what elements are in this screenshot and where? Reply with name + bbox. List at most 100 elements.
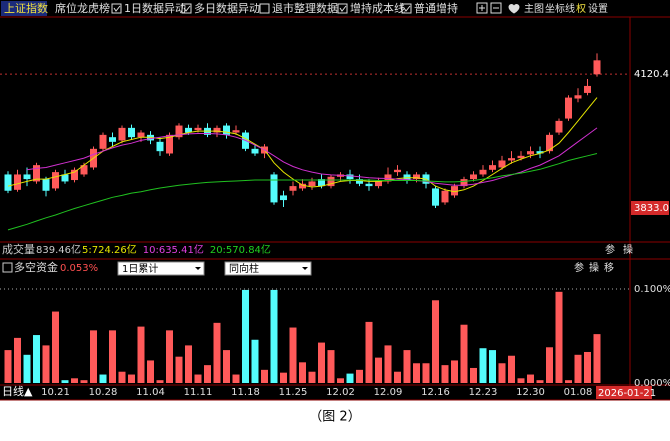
x-tick-label: 12.09 [374, 387, 403, 398]
toolbar-item[interactable]: 退市整理数据 [272, 1, 338, 15]
toolbar-button[interactable]: 权 [576, 2, 586, 15]
candle-body [413, 174, 420, 180]
candle-body [308, 181, 316, 187]
bar [299, 362, 306, 383]
favorite-icon[interactable] [508, 4, 520, 14]
zoom-in-icon[interactable] [476, 2, 488, 14]
candle-body [223, 125, 230, 135]
candle-body [451, 186, 458, 196]
bar [337, 378, 344, 383]
candle-body [394, 169, 401, 173]
bar [194, 374, 202, 383]
index-highlight [1, 1, 47, 16]
candle-body [33, 165, 40, 182]
caption: （图 2） [309, 410, 360, 425]
x-tick-label: 11.18 [231, 387, 260, 398]
candle-body [175, 125, 183, 138]
bar [517, 378, 525, 383]
candle-body [555, 120, 563, 133]
period[interactable]: 日线▲ [2, 384, 33, 398]
candle-body [137, 132, 145, 138]
toolbar-item[interactable]: 普通增持 [414, 1, 458, 15]
y-tick-label: 4120.4 [634, 69, 669, 80]
candle-body [109, 137, 116, 142]
candle-body [23, 174, 31, 180]
checkbox[interactable] [337, 3, 348, 14]
toolbar-icons [476, 2, 520, 14]
candle-body [346, 174, 354, 180]
bar [223, 350, 230, 383]
bar [346, 373, 354, 383]
x-tick-label: 12.23 [469, 387, 498, 398]
panel-icon[interactable]: 操 [623, 243, 633, 256]
candle-body [441, 190, 449, 203]
bar [432, 300, 439, 383]
bar [61, 380, 69, 383]
index-name[interactable]: 上证指数 [4, 1, 48, 15]
bar [128, 374, 135, 383]
candle-body [280, 195, 287, 201]
bar [251, 339, 259, 383]
bar [470, 367, 477, 383]
toolbar-button[interactable]: 主图 [524, 3, 544, 15]
bar [394, 371, 401, 383]
bar [498, 363, 506, 383]
cursor-date-box [596, 386, 652, 399]
panel-icon[interactable]: 参 [605, 243, 615, 256]
candle-body [71, 169, 78, 181]
volume-ma: 5:724.26亿 [82, 243, 137, 256]
plus [479, 5, 485, 11]
checkbox[interactable] [181, 3, 192, 14]
toolbar-button[interactable]: 设置 [588, 3, 608, 15]
x-tick-label: 12.02 [326, 387, 355, 398]
toolbar-button[interactable]: 坐标线 [545, 2, 575, 15]
toolbar-item[interactable]: 1日数据异动 [124, 1, 186, 15]
bar [422, 363, 430, 383]
panel-icon[interactable]: 移 [604, 261, 614, 274]
caption-area [0, 400, 670, 441]
x-tick-label: 10.28 [89, 387, 118, 398]
toolbar-item[interactable]: 席位龙虎榜 [55, 1, 110, 15]
bar [308, 371, 316, 383]
checkbox[interactable] [259, 3, 270, 14]
bar [80, 380, 88, 383]
zoom-out-icon[interactable] [490, 2, 502, 14]
checkbox[interactable] [401, 3, 412, 14]
toolbar-item[interactable]: 多日数据异动 [194, 1, 260, 15]
toolbar-item[interactable]: 增持成本线 [350, 1, 405, 15]
candle-body [593, 60, 601, 75]
x-tick-label: 10.21 [41, 387, 70, 398]
bar [99, 374, 107, 383]
volume-ma: 20:570.84亿 [210, 243, 271, 256]
x-tick-label: 01.08 [564, 387, 593, 398]
bar [204, 365, 211, 383]
candle-body [527, 151, 534, 155]
candle-body [61, 174, 69, 182]
bar [289, 327, 297, 383]
panel-icon[interactable]: 操 [589, 261, 599, 274]
candle-body [99, 134, 107, 149]
candle-body [565, 97, 572, 119]
candle-body [270, 174, 278, 203]
candle-body [118, 127, 126, 141]
candle-body [166, 134, 173, 154]
y-tick-label: 0.000% [634, 378, 670, 389]
candle-body [327, 176, 335, 187]
dropdown[interactable] [117, 261, 205, 276]
panel-toggle[interactable] [2, 262, 13, 273]
volume-label: 成交量 [2, 242, 35, 256]
bar [42, 345, 50, 383]
checkbox[interactable] [111, 3, 122, 14]
candle-body [251, 148, 259, 154]
bar [23, 354, 31, 383]
panel-icon[interactable]: 参 [574, 261, 584, 274]
bar [175, 356, 183, 383]
candle-body [185, 127, 192, 133]
background [0, 0, 670, 400]
bar [441, 365, 449, 383]
dropdown[interactable] [224, 261, 312, 276]
candle-body [508, 158, 515, 161]
candle-body [42, 179, 50, 191]
bar [365, 321, 373, 383]
panel-title: 多空资金 [14, 260, 58, 274]
